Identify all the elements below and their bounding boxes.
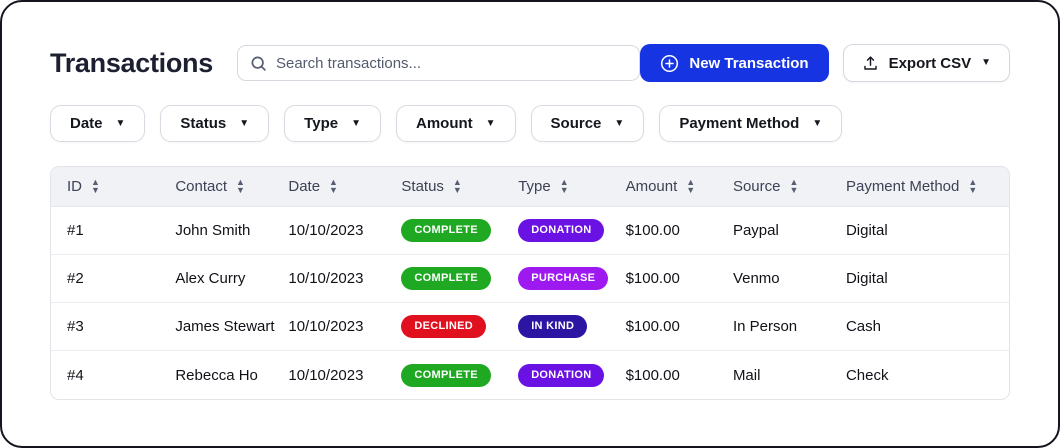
column-label: Source [732, 178, 781, 195]
column-label: Date [288, 178, 321, 195]
cell-date: 10/10/2023 [288, 270, 364, 287]
filter-label: Date [70, 115, 103, 132]
cell-source: Paypal [732, 222, 779, 239]
plus-circle-icon [660, 54, 679, 73]
export-csv-label: Export CSV [888, 54, 972, 72]
cell-date: 10/10/2023 [288, 222, 364, 239]
sort-arrows-icon[interactable]: ▲ ▼ [686, 176, 696, 195]
filter-amount[interactable]: Amount ▼ [395, 105, 516, 142]
sort-arrows-icon[interactable]: ▲ ▼ [329, 176, 338, 195]
column-label: Type [518, 178, 551, 195]
sort-arrows-icon[interactable]: ▲ ▼ [559, 176, 569, 195]
filter-source[interactable]: Source ▼ [530, 105, 645, 142]
chevron-down-icon: ▼ [614, 117, 625, 129]
filter-status[interactable]: Status ▼ [160, 105, 270, 142]
chevron-down-icon: ▼ [485, 117, 496, 129]
cell-id: #1 [67, 222, 84, 239]
cell-date: 10/10/2023 [288, 318, 364, 335]
cell-source: In Person [732, 318, 798, 335]
column-header-status: Status ▲ ▼ [401, 178, 518, 195]
filter-label: Type [304, 115, 339, 132]
chevron-down-icon: ▼ [981, 57, 991, 68]
type-badge: PURCHASE [518, 267, 609, 290]
column-label: Amount [625, 178, 678, 195]
column-header-payment-method: Payment Method ▲ ▼ [846, 178, 1009, 195]
page-title: Transactions [50, 47, 213, 78]
table-row[interactable]: #4 Rebecca Ho 10/10/2023 COMPLETE DONATI… [51, 351, 1009, 399]
filter-label: Amount [415, 115, 473, 132]
transactions-table: ID ▲ ▼ Contact ▲ ▼ Date ▲ ▼ Status ▲ ▼ Type … [50, 166, 1010, 400]
search-box[interactable] [236, 45, 641, 81]
sort-arrows-icon[interactable]: ▲ ▼ [91, 176, 100, 195]
cell-payment-method: Digital [845, 222, 888, 239]
status-badge: COMPLETE [401, 219, 491, 242]
export-csv-button[interactable]: Export CSV ▼ [842, 44, 1010, 82]
column-label: ID [67, 178, 82, 195]
column-header-date: Date ▲ ▼ [288, 178, 401, 195]
filter-label: Source [550, 115, 602, 132]
type-badge: IN KIND [518, 315, 588, 338]
new-transaction-label: New Transaction [689, 54, 809, 72]
status-badge: DECLINED [401, 315, 487, 338]
new-transaction-button[interactable]: New Transaction [640, 44, 829, 82]
sort-arrows-icon[interactable]: ▲ ▼ [789, 176, 799, 195]
filter-label: Payment Method [679, 115, 800, 132]
column-label: Payment Method [845, 178, 960, 195]
cell-contact: John Smith [175, 222, 251, 239]
sort-arrows-icon[interactable]: ▲ ▼ [968, 176, 978, 195]
cell-date: 10/10/2023 [288, 366, 364, 384]
filter-type[interactable]: Type ▼ [284, 105, 381, 142]
cell-amount: $100.00 [625, 270, 680, 287]
cell-payment-method: Cash [845, 318, 881, 335]
header-actions: New Transaction Export CSV ▼ [640, 44, 1010, 82]
column-label: Status [401, 178, 444, 195]
column-header-amount: Amount ▲ ▼ [626, 178, 733, 195]
cell-amount: $100.00 [625, 222, 680, 239]
column-header-contact: Contact ▲ ▼ [175, 178, 288, 195]
table-row[interactable]: #3 James Stewart 10/10/2023 DECLINED IN … [51, 303, 1009, 351]
cell-payment-method: Check [845, 366, 889, 384]
type-badge: DONATION [518, 363, 605, 387]
table-body: #1 John Smith 10/10/2023 COMPLETE DONATI… [51, 207, 1009, 399]
column-header-source: Source ▲ ▼ [733, 178, 846, 195]
chevron-down-icon: ▼ [239, 117, 250, 129]
sort-arrows-icon[interactable]: ▲ ▼ [452, 176, 462, 195]
cell-contact: James Stewart [175, 318, 275, 335]
cell-id: #4 [67, 366, 84, 384]
cell-contact: Rebecca Ho [175, 366, 258, 384]
search-icon [250, 55, 267, 72]
search-input[interactable] [275, 54, 628, 72]
filter-date[interactable]: Date ▼ [50, 105, 146, 142]
cell-source: Mail [732, 366, 761, 384]
cell-amount: $100.00 [625, 318, 680, 335]
table-header-row: ID ▲ ▼ Contact ▲ ▼ Date ▲ ▼ Status ▲ ▼ Type … [51, 167, 1009, 207]
filter-payment-method[interactable]: Payment Method ▼ [659, 105, 843, 142]
table-row[interactable]: #2 Alex Curry 10/10/2023 COMPLETE PURCHA… [51, 255, 1009, 303]
cell-contact: Alex Curry [175, 270, 246, 287]
filter-row: Date ▼ Status ▼ Type ▼ Amount ▼ Source ▼… [50, 105, 1010, 142]
cell-source: Venmo [732, 270, 780, 287]
chevron-down-icon: ▼ [351, 117, 361, 129]
column-label: Contact [175, 178, 228, 195]
cell-amount: $100.00 [625, 366, 680, 384]
upload-icon [862, 55, 879, 72]
type-badge: DONATION [518, 219, 605, 242]
table-row[interactable]: #1 John Smith 10/10/2023 COMPLETE DONATI… [51, 207, 1009, 255]
sort-arrows-icon[interactable]: ▲ ▼ [236, 176, 245, 195]
column-header-id: ID ▲ ▼ [67, 178, 175, 195]
header-bar: Transactions New Transaction [50, 44, 1010, 82]
cell-id: #3 [67, 318, 84, 335]
column-header-type: Type ▲ ▼ [518, 178, 625, 195]
chevron-down-icon: ▼ [812, 117, 823, 129]
chevron-down-icon: ▼ [115, 117, 126, 129]
status-badge: COMPLETE [401, 267, 491, 290]
cell-id: #2 [67, 270, 84, 287]
status-badge: COMPLETE [401, 363, 491, 387]
filter-label: Status [180, 115, 227, 132]
cell-payment-method: Digital [845, 270, 888, 287]
